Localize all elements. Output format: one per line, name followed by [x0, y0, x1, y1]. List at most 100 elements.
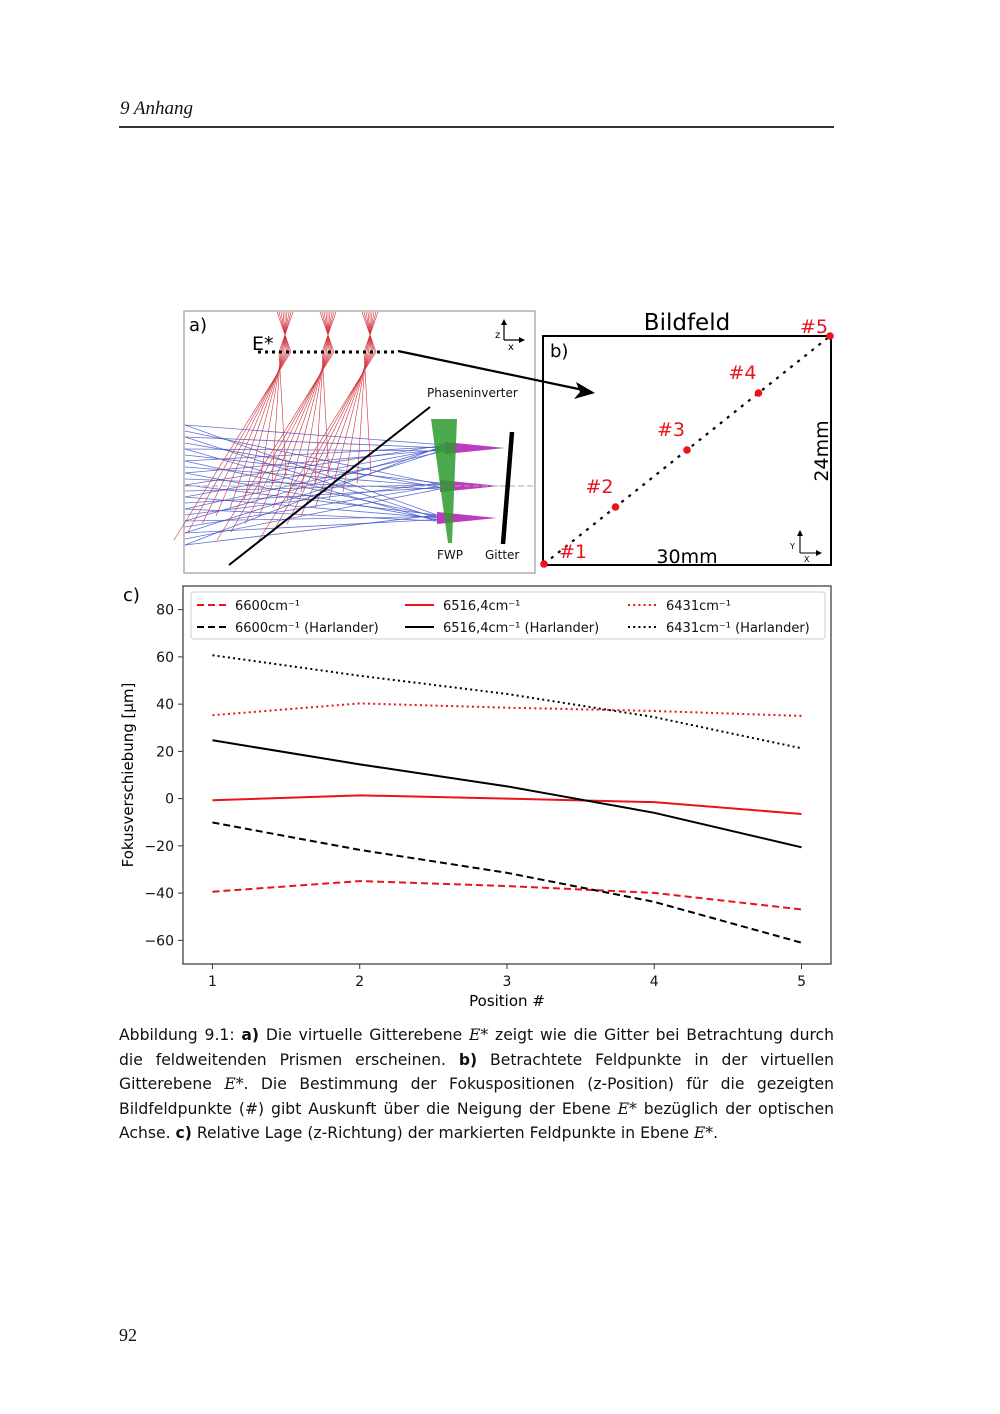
red-ray	[321, 311, 337, 353]
svg-text:X: X	[804, 555, 810, 564]
caption-text: zeigt wie die Gitter bei Betrachtung dur…	[119, 1026, 834, 1069]
grating-line	[500, 431, 515, 545]
x-tick-label: 2	[355, 974, 364, 990]
red-ray	[271, 351, 281, 485]
x-tick-label: 3	[503, 974, 512, 990]
red-ray	[201, 351, 289, 525]
math-symbol: E*	[693, 1124, 714, 1142]
legend-label: 6516,4cm⁻¹ (Harlander)	[443, 621, 599, 636]
running-head: 9 Anhang	[120, 98, 194, 119]
legend-label: 6431cm⁻¹	[666, 599, 731, 614]
caption-text: Die virtuelle Gitterebene	[259, 1026, 469, 1044]
red-ray	[286, 351, 327, 501]
blue-ray	[184, 496, 438, 519]
plot-area	[182, 585, 832, 965]
blue-ray	[184, 460, 438, 517]
page-number: 92	[119, 1325, 137, 1345]
panel-b: Bildfeld b) 30mm 24mm Y X #1 #2 #3 #4 #5	[540, 310, 834, 568]
caption-label-c: c)	[175, 1124, 192, 1142]
blue-ray	[184, 436, 438, 519]
red-ray	[215, 351, 287, 517]
red-ray	[300, 351, 326, 493]
red-ray	[321, 351, 330, 477]
image-field-frame	[542, 335, 832, 566]
svg-text:z: z	[495, 330, 500, 341]
blue-ray	[184, 448, 438, 522]
red-ray	[314, 351, 324, 485]
field-point-marker	[683, 446, 691, 454]
blue-ray	[184, 454, 441, 484]
blue-ray	[184, 449, 446, 474]
legend-box	[190, 591, 826, 640]
field-point-label: #3	[657, 419, 685, 441]
blue-ray	[184, 449, 446, 534]
red-ray	[278, 311, 294, 353]
series-line-6	[212, 654, 802, 750]
blue-ray	[184, 424, 438, 516]
field-point-label: #1	[559, 541, 587, 563]
red-ray	[272, 351, 329, 509]
blue-ray	[184, 508, 438, 522]
y-axis: −60 −40 −20 0 20 40 60 80	[144, 603, 183, 949]
x-tick-label: 5	[797, 974, 806, 990]
blue-ray	[184, 519, 438, 534]
fwp-label: FWP	[437, 548, 463, 562]
blue-ray	[184, 447, 446, 498]
field-point-label: #5	[800, 316, 828, 338]
caption-text: . Die Bestimmung der Fokuspositionen (z-…	[119, 1075, 834, 1118]
zx-axes-icon: z x	[495, 319, 525, 353]
blue-ray	[184, 472, 438, 520]
blue-ray	[184, 444, 446, 486]
series-lines	[212, 654, 802, 944]
red-ray	[243, 351, 284, 501]
red-ray	[286, 351, 374, 525]
blue-ray	[184, 436, 446, 449]
series-line-3	[212, 794, 802, 815]
figure-caption: Abbildung 9.1: a) Die virtuelle Gittereb…	[119, 1023, 834, 1146]
math-symbol: E*	[617, 1099, 637, 1118]
panel-c-label: c)	[123, 585, 140, 606]
field-point-marker	[826, 332, 834, 340]
caption-text: .	[713, 1124, 719, 1142]
red-ray	[257, 351, 283, 493]
blue-ray	[184, 424, 446, 446]
red-ray	[272, 351, 375, 533]
red-ray	[229, 351, 286, 509]
x-tick-label: 1	[208, 974, 217, 990]
red-ray	[363, 311, 379, 353]
blue-ray	[184, 516, 438, 522]
x-axis: 1 2 3 4 5	[208, 964, 806, 990]
caption-text: bezüglich der optischen Achse.	[119, 1099, 834, 1143]
legend-label: 6431cm⁻¹ (Harlander)	[666, 621, 810, 636]
red-ray	[244, 351, 332, 525]
field-point-label: #2	[586, 476, 614, 498]
y-tick-label: 80	[156, 603, 174, 619]
field-point-marker	[611, 503, 620, 511]
series-line-4	[212, 739, 802, 849]
panel-a: a) E* Phaseninverter FWP Gitter z x	[173, 310, 595, 574]
yx-axes-icon: Y X	[789, 530, 822, 564]
ray-trace	[173, 311, 533, 546]
math-symbol: E*	[469, 1026, 489, 1044]
blue-ray	[184, 446, 446, 462]
red-ray	[342, 351, 368, 493]
legend: 6600cm⁻¹ 6600cm⁻¹ (Harlander) 6516,4cm⁻¹ 65…	[190, 591, 826, 640]
x-tick-label: 4	[650, 974, 659, 990]
y-tick-label: 60	[156, 650, 174, 666]
figure-9-1: a) E* Phaseninverter FWP Gitter z x Bild…	[119, 310, 834, 1010]
y-tick-label: 20	[156, 744, 174, 760]
plane-label: E*	[252, 333, 274, 355]
red-ray	[230, 351, 333, 533]
y-tick-label: 0	[165, 792, 174, 808]
caption-label-b: b)	[458, 1050, 478, 1069]
height-label: 24mm	[811, 420, 833, 481]
legend-label: 6600cm⁻¹	[235, 599, 300, 614]
panel-b-label: b)	[550, 341, 568, 362]
legend-label: 6516,4cm⁻¹	[443, 599, 520, 614]
fwp-prism	[431, 419, 457, 543]
y-tick-label: 40	[156, 697, 174, 713]
y-tick-label: −60	[144, 933, 174, 949]
svg-text:Y: Y	[789, 542, 795, 551]
grating-label: Gitter	[485, 548, 519, 562]
